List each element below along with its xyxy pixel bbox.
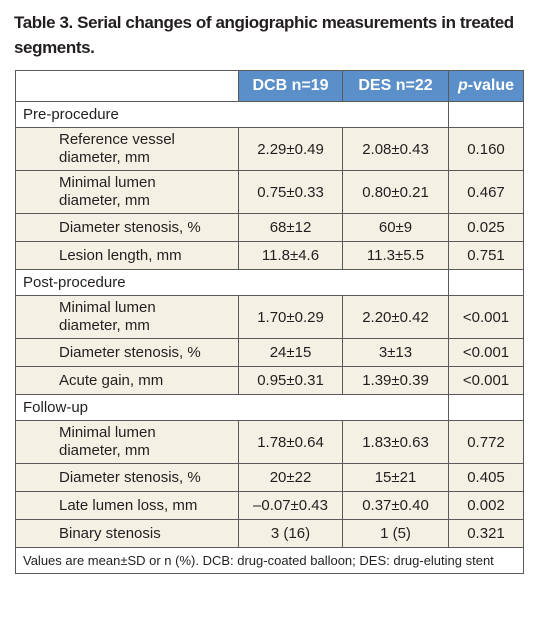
header-row: DCB n=19 DES n=22 p-value: [15, 70, 524, 102]
row-label: Late lumen loss, mm: [15, 491, 239, 520]
footnote: Values are mean±SD or n (%). DCB: drug-c…: [15, 547, 524, 574]
value-cell: 68±12: [238, 213, 343, 242]
value-cell: 0.002: [448, 491, 524, 520]
data-row: Reference vessel diameter, mm 2.29±0.49 2.…: [15, 127, 524, 171]
value-cell: 11.3±5.5: [342, 241, 449, 270]
value-cell: –0.07±0.43: [238, 491, 343, 520]
section-label: Pre-procedure: [15, 101, 449, 128]
value-cell: 0.025: [448, 213, 524, 242]
value-cell: <0.001: [448, 338, 524, 367]
value-cell: 15±21: [342, 463, 449, 492]
data-row: Minimal lumen diameter, mm 1.78±0.64 1.83±…: [15, 420, 524, 464]
footnote-row: Values are mean±SD or n (%). DCB: drug-c…: [15, 547, 524, 574]
section-label: Follow-up: [15, 394, 449, 421]
section-row: Pre-procedure: [15, 101, 524, 128]
value-cell: 1.83±0.63: [342, 420, 449, 464]
value-cell: 0.75±0.33: [238, 170, 343, 214]
row-label: Acute gain, mm: [15, 366, 239, 395]
data-row: Acute gain, mm 0.95±0.31 1.39±0.39 <0.001: [15, 366, 524, 395]
value-cell: <0.001: [448, 295, 524, 339]
value-cell: 0.37±0.40: [342, 491, 449, 520]
row-label: Diameter stenosis, %: [15, 463, 239, 492]
value-cell: 0.321: [448, 519, 524, 548]
row-label: Minimal lumen diameter, mm: [15, 420, 239, 464]
section-empty: [448, 269, 524, 296]
header-cell: DES n=22: [342, 70, 449, 102]
row-label: Reference vessel diameter, mm: [15, 127, 239, 171]
section-empty: [448, 101, 524, 128]
value-cell: <0.001: [448, 366, 524, 395]
value-cell: 0.772: [448, 420, 524, 464]
row-label: Diameter stenosis, %: [15, 213, 239, 242]
data-row: Diameter stenosis, % 24±15 3±13 <0.001: [15, 338, 524, 367]
value-cell: 11.8±4.6: [238, 241, 343, 270]
value-cell: 0.467: [448, 170, 524, 214]
header-italic: p: [457, 77, 468, 94]
header-empty: [15, 70, 239, 102]
table-title: Table 3. Serial changes of angiographic …: [14, 13, 514, 57]
data-row: Binary stenosis 3 (16) 1 (5) 0.321: [15, 519, 524, 548]
row-label: Lesion length, mm: [15, 241, 239, 270]
header-cell: p-value: [448, 70, 524, 102]
value-cell: 3±13: [342, 338, 449, 367]
data-row: Diameter stenosis, % 68±12 60±9 0.025: [15, 213, 524, 242]
value-cell: 3 (16): [238, 519, 343, 548]
header-cell: DCB n=19: [238, 70, 343, 102]
value-cell: 20±22: [238, 463, 343, 492]
section-row: Follow-up: [15, 394, 524, 421]
value-cell: 0.160: [448, 127, 524, 171]
row-label: Diameter stenosis, %: [15, 338, 239, 367]
value-cell: 0.80±0.21: [342, 170, 449, 214]
value-cell: 0.95±0.31: [238, 366, 343, 395]
row-label: Minimal lumen diameter, mm: [15, 295, 239, 339]
value-cell: 1 (5): [342, 519, 449, 548]
section-label: Post-procedure: [15, 269, 449, 296]
section-row: Post-procedure: [15, 269, 524, 296]
data-row: Late lumen loss, mm –0.07±0.43 0.37±0.40 0.…: [15, 491, 524, 520]
row-label: Binary stenosis: [15, 519, 239, 548]
value-cell: 60±9: [342, 213, 449, 242]
data-row: Diameter stenosis, % 20±22 15±21 0.405: [15, 463, 524, 492]
value-cell: 0.405: [448, 463, 524, 492]
value-cell: 2.08±0.43: [342, 127, 449, 171]
data-row: Minimal lumen diameter, mm 0.75±0.33 0.80±…: [15, 170, 524, 214]
value-cell: 2.20±0.42: [342, 295, 449, 339]
data-table: DCB n=19 DES n=22 p-value Pre-procedure R…: [15, 70, 524, 574]
value-cell: 1.39±0.39: [342, 366, 449, 395]
data-row: Minimal lumen diameter, mm 1.70±0.29 2.20±…: [15, 295, 524, 339]
section-empty: [448, 394, 524, 421]
value-cell: 1.70±0.29: [238, 295, 343, 339]
value-cell: 2.29±0.49: [238, 127, 343, 171]
data-row: Lesion length, mm 11.8±4.6 11.3±5.5 0.751: [15, 241, 524, 270]
value-cell: 0.751: [448, 241, 524, 270]
value-cell: 24±15: [238, 338, 343, 367]
row-label: Minimal lumen diameter, mm: [15, 170, 239, 214]
value-cell: 1.78±0.64: [238, 420, 343, 464]
header-rest: -value: [467, 77, 515, 94]
